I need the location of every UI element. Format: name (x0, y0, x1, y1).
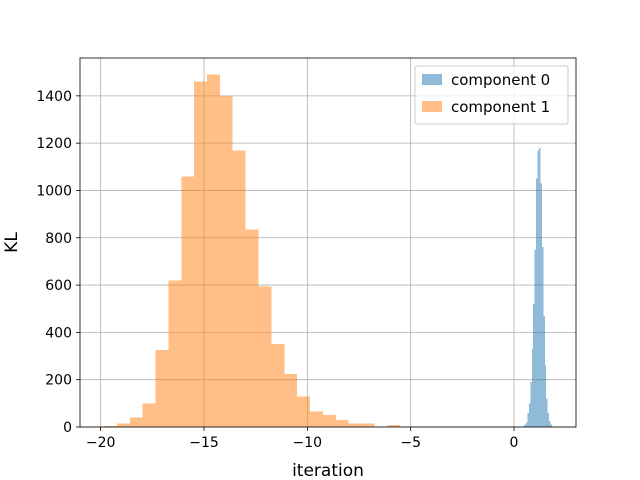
histogram-bar-component-1 (142, 403, 156, 427)
histogram-bar-component-1 (207, 74, 220, 428)
histogram-bar-component-0 (530, 382, 532, 427)
histogram-bar-component-1 (271, 344, 285, 427)
y-tick-label: 1200 (36, 136, 72, 152)
histogram-bar-component-0 (533, 304, 535, 427)
histogram-bar-component-1 (129, 417, 143, 427)
histogram-bar-component-0 (540, 183, 542, 427)
legend-label-component-1: component 1 (451, 98, 550, 116)
x-axis: −20 −15 −10 −5 0 (86, 427, 519, 451)
histogram-bar-component-1 (348, 423, 362, 427)
plot-frame (79, 57, 577, 428)
y-tick-label: 1000 (36, 183, 72, 199)
legend-label-component-0: component 0 (451, 71, 550, 89)
histogram-bar-component-0 (536, 178, 538, 427)
histogram-bar-component-0 (523, 425, 525, 427)
x-tick-label: −5 (400, 435, 421, 451)
legend-box (414, 65, 569, 125)
histogram-bar-component-1 (323, 415, 336, 427)
histogram-bar-component-1 (258, 286, 272, 427)
histogram-bar-component-1 (155, 350, 169, 427)
histogram-bar-component-0 (539, 147, 541, 427)
histogram-bar-component-0 (524, 424, 526, 427)
histogram-bar-component-1 (116, 423, 130, 427)
histogram-bar-component-0 (527, 412, 529, 427)
histogram-bar-component-1 (361, 423, 375, 427)
histogram-bar-component-1 (297, 396, 311, 427)
legend-swatch-component-1 (422, 101, 442, 112)
histogram-bar-component-0 (537, 150, 540, 427)
histogram-bars (103, 74, 553, 428)
histogram-bar-component-1 (245, 229, 259, 427)
histogram-bar-component-0 (528, 403, 531, 427)
histogram-bar-component-0 (547, 412, 550, 427)
histogram-bar-component-0 (534, 249, 537, 427)
histogram-bar-component-1 (168, 280, 182, 427)
y-tick-label: 400 (45, 325, 72, 341)
histogram-bar-component-0 (543, 315, 545, 427)
histogram-bar-component-1 (232, 150, 246, 427)
legend-swatch-component-0 (422, 74, 442, 85)
histogram-bar-component-0 (550, 424, 553, 427)
histogram-bar-component-1 (181, 176, 195, 427)
x-tick-label: 0 (510, 435, 519, 451)
y-axis: 0 200 400 600 800 1000 1200 1400 (36, 89, 80, 436)
x-tick-label: −20 (86, 435, 116, 451)
y-axis-label: KL (2, 232, 22, 253)
x-axis-label: iteration (292, 461, 364, 480)
y-tick-label: 600 (45, 278, 72, 294)
histogram-bar-component-0 (546, 398, 548, 427)
histogram-bar-component-0 (544, 365, 547, 427)
histogram-bar-component-0 (531, 348, 534, 427)
histogram-bar-component-0 (549, 421, 551, 427)
histogram-bar-component-1 (310, 411, 324, 427)
y-tick-label: 1400 (36, 89, 72, 105)
histogram-bar-component-1 (103, 425, 117, 427)
histogram-bar-component-1 (194, 81, 208, 428)
y-tick-label: 200 (45, 373, 72, 389)
y-tick-label: 800 (45, 231, 72, 247)
histogram-bar-component-1 (219, 95, 233, 427)
y-tick-label: 0 (63, 420, 72, 436)
histogram-bar-component-1 (387, 425, 401, 427)
x-tick-label: −10 (293, 435, 323, 451)
histogram-bar-component-1 (335, 419, 349, 427)
histogram-bar-component-1 (284, 373, 298, 427)
x-tick-label: −15 (189, 435, 219, 451)
histogram-bar-component-0 (541, 247, 544, 427)
legend: component 0 component 1 (414, 65, 569, 125)
histogram-bar-component-0 (525, 422, 528, 427)
